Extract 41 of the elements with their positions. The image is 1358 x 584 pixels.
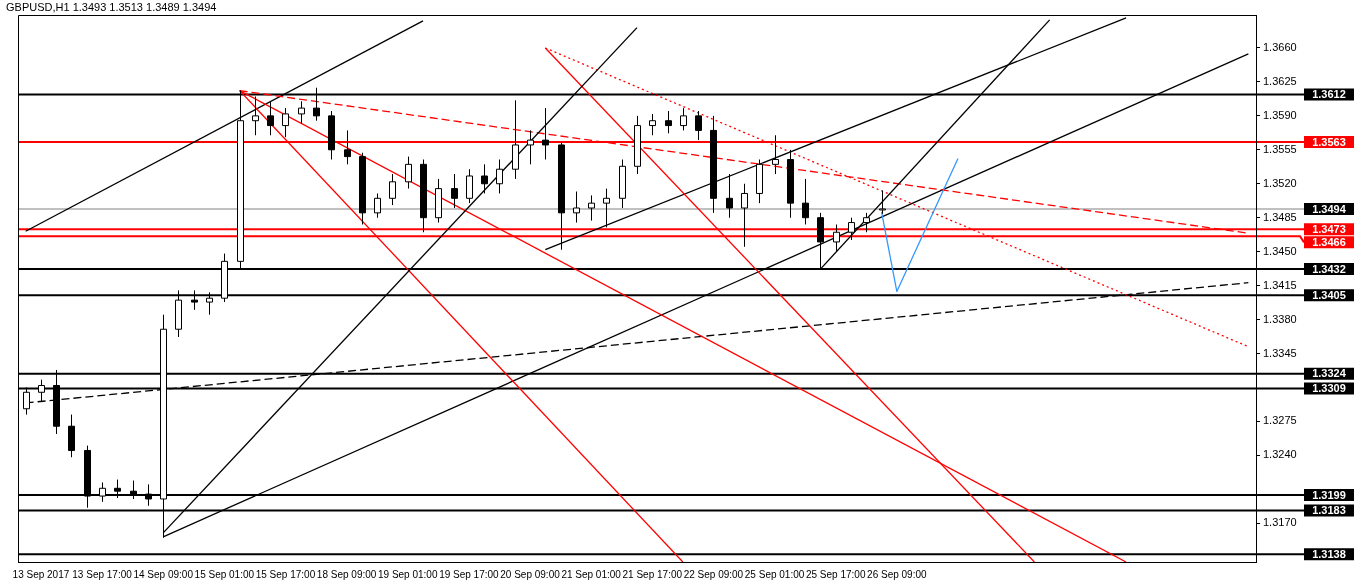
x-tick-label: 20 Sep 09:00	[500, 568, 561, 580]
ref-line-label: 1.3466	[1312, 235, 1346, 248]
ref-line-label: 1.3324	[1312, 367, 1347, 380]
x-tick-label: 13 Sep 2017	[12, 568, 70, 580]
x-tick-label: 15 Sep 17:00	[255, 568, 316, 580]
y-tick-label: 1.3415	[1263, 278, 1297, 291]
ref-line-label: 1.3183	[1312, 504, 1346, 517]
y-tick-label: 1.3555	[1263, 142, 1297, 155]
x-tick-label: 26 Sep 09:00	[867, 568, 928, 580]
ref-line-label: 1.3405	[1312, 288, 1346, 301]
x-tick-label: 19 Sep 17:00	[439, 568, 500, 580]
x-tick-label: 15 Sep 01:00	[194, 568, 255, 580]
ref-line-label: 1.3563	[1312, 135, 1346, 148]
x-tick-label: 13 Sep 17:00	[72, 568, 133, 580]
y-tick-label: 1.3240	[1263, 448, 1297, 461]
ref-line-label: 1.3473	[1312, 222, 1346, 235]
x-tick-label: 25 Sep 17:00	[805, 568, 866, 580]
ref-line-label: 1.3309	[1312, 381, 1346, 394]
x-tick-label: 22 Sep 09:00	[683, 568, 744, 580]
x-tick-label: 25 Sep 01:00	[744, 568, 805, 580]
ref-line-label: 1.3612	[1312, 88, 1346, 101]
x-tick-label: 14 Sep 09:00	[133, 568, 194, 580]
x-tick-label: 18 Sep 09:00	[316, 568, 377, 580]
ref-line-label: 1.3199	[1312, 488, 1346, 501]
y-tick-label: 1.3275	[1263, 414, 1297, 427]
chart-title: GBPUSD,H1 1.3493 1.3513 1.3489 1.3494	[6, 1, 217, 13]
y-tick-label: 1.3660	[1263, 41, 1297, 54]
y-tick-label: 1.3380	[1263, 312, 1297, 325]
ref-line-label: 1.3138	[1312, 547, 1346, 560]
ref-line-label: 1.3494	[1312, 202, 1347, 215]
y-tick-label: 1.3485	[1263, 210, 1297, 223]
y-tick-label: 1.3590	[1263, 108, 1297, 121]
x-tick-label: 21 Sep 01:00	[561, 568, 622, 580]
y-tick-label: 1.3450	[1263, 244, 1297, 257]
x-tick-label: 19 Sep 01:00	[377, 568, 438, 580]
y-tick-label: 1.3170	[1263, 516, 1297, 529]
x-tick-label: 21 Sep 17:00	[622, 568, 683, 580]
ref-line-label: 1.3432	[1312, 262, 1346, 275]
y-tick-label: 1.3345	[1263, 346, 1297, 359]
y-tick-label: 1.3625	[1263, 74, 1297, 87]
y-tick-label: 1.3520	[1263, 176, 1297, 189]
